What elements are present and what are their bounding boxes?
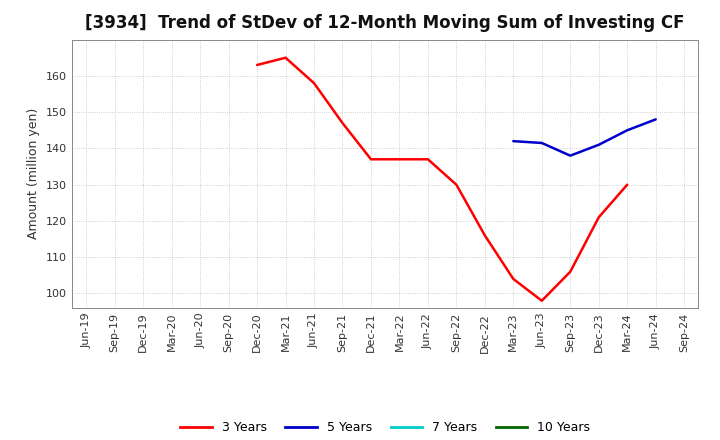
Legend: 3 Years, 5 Years, 7 Years, 10 Years: 3 Years, 5 Years, 7 Years, 10 Years <box>176 416 595 439</box>
Y-axis label: Amount (million yen): Amount (million yen) <box>27 108 40 239</box>
Title: [3934]  Trend of StDev of 12-Month Moving Sum of Investing CF: [3934] Trend of StDev of 12-Month Moving… <box>86 15 685 33</box>
